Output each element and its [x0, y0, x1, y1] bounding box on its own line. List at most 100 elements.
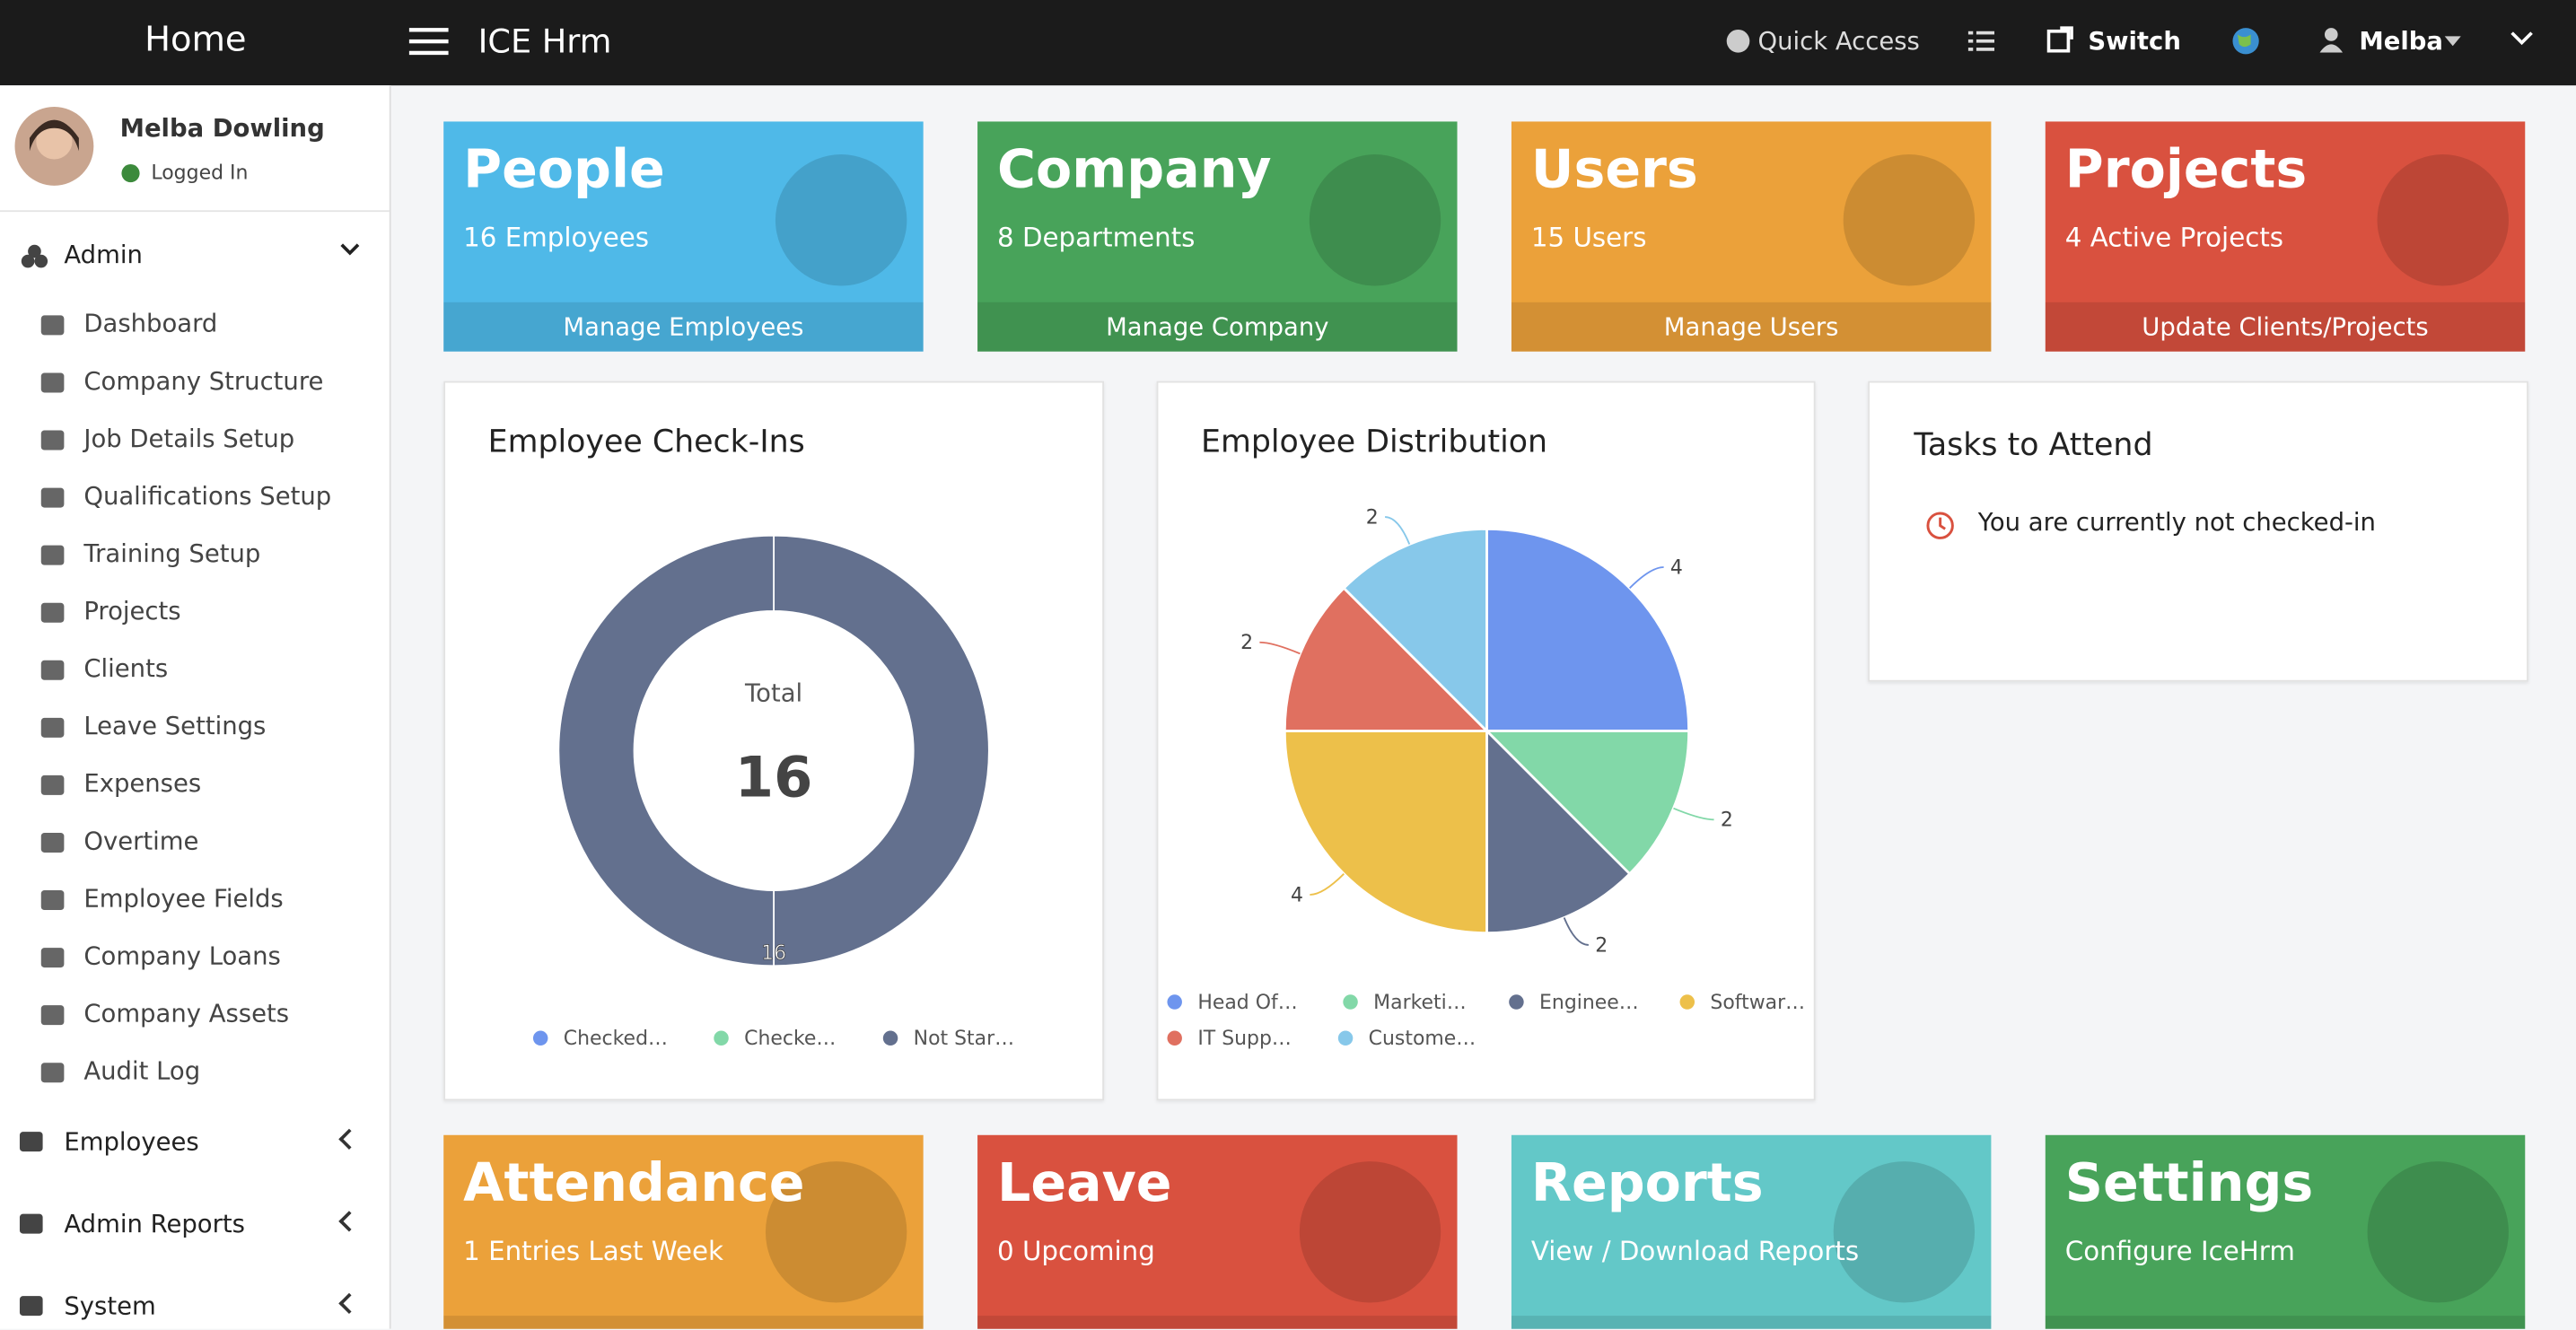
- stat-tile: Leave 0 Upcoming: [977, 1134, 1458, 1329]
- legend-dot: [1509, 994, 1524, 1010]
- section-icon: [19, 1213, 43, 1234]
- tile-icon: [2377, 154, 2509, 286]
- tile-icon: [2367, 1161, 2509, 1303]
- tile-footer: [443, 1316, 924, 1329]
- chevron-left: [338, 1211, 360, 1232]
- divider: [0, 210, 390, 213]
- brand[interactable]: Home: [145, 19, 247, 59]
- pie-slice: [1342, 528, 1488, 734]
- item-icon: [40, 660, 65, 680]
- tile-title: Reports: [1530, 1151, 1764, 1214]
- sidebar: Melba Dowling Logged In Admin Dashboard C…: [0, 85, 391, 1329]
- item-icon: [40, 774, 65, 795]
- item-icon: [40, 372, 65, 393]
- legend-dot: [1343, 994, 1358, 1010]
- globe-icon[interactable]: [2231, 26, 2261, 56]
- user-icon: [2319, 28, 2344, 53]
- tile-title: People: [463, 137, 665, 201]
- sidebar-item[interactable]: Clients: [83, 653, 169, 684]
- tile-title: Users: [1530, 137, 1698, 201]
- leader-line: [1384, 516, 1411, 545]
- tasks-title: Tasks to Attend: [1914, 426, 2153, 464]
- sidebar-item[interactable]: Job Details Setup: [83, 424, 295, 454]
- tile-link[interactable]: Manage Company: [977, 302, 1458, 352]
- tile-footer: [1511, 1316, 1992, 1329]
- legend-dot: [1167, 994, 1182, 1010]
- distribution-chart: Employee Distribution 4 2 2 4 2 2 Head Of… Marke…: [1167, 424, 1805, 1050]
- status-dot: [121, 164, 140, 183]
- legend-dot: [532, 1030, 548, 1046]
- tile-title: Leave: [997, 1151, 1172, 1214]
- leader-line: [1629, 566, 1664, 589]
- legend-label: Enginee…: [1539, 992, 1639, 1014]
- chevron-left: [338, 1292, 360, 1315]
- quick-access[interactable]: Quick Access: [1757, 26, 1920, 57]
- donut-segment: [557, 534, 990, 967]
- admin-section[interactable]: Admin: [64, 240, 143, 270]
- switch[interactable]: Switch: [2088, 26, 2181, 57]
- checkins-chart: Employee Check-Ins0016Total16Checked…Che…: [488, 424, 1014, 1050]
- tile-icon: [1299, 1161, 1441, 1303]
- tile-subtitle: 4 Active Projects: [2064, 222, 2284, 253]
- data-label: 4: [1291, 884, 1303, 906]
- legend-label: IT Supp…: [1197, 1028, 1292, 1050]
- sidebar-item[interactable]: Company Structure: [83, 366, 324, 397]
- tile-title: Projects: [2064, 137, 2308, 201]
- caret: [2444, 36, 2461, 47]
- sidebar-section[interactable]: Admin Reports: [64, 1209, 245, 1239]
- sidebar-item[interactable]: Audit Log: [83, 1055, 201, 1086]
- list-icon[interactable]: [1967, 28, 1995, 54]
- sidebar-item[interactable]: Company Loans: [83, 941, 281, 971]
- leader-line: [1310, 873, 1345, 896]
- app-name: ICE Hrm: [478, 21, 612, 61]
- sidebar-item[interactable]: Leave Settings: [83, 711, 267, 741]
- stat-tile: Reports View / Download Reports: [1511, 1134, 1992, 1329]
- sidebar-item[interactable]: Dashboard: [83, 309, 218, 339]
- pie-slice: [1485, 728, 1632, 935]
- legend-dot: [882, 1030, 898, 1046]
- chevron[interactable]: [2510, 31, 2534, 48]
- compass-icon: [1726, 29, 1750, 53]
- sidebar-item[interactable]: Employee Fields: [83, 883, 284, 914]
- stat-tile: Company 8 Departments Manage Company: [977, 121, 1458, 352]
- data-label: 16: [761, 942, 786, 965]
- data-label: 4: [1670, 556, 1683, 579]
- tile-title: Company: [997, 137, 1272, 201]
- sidebar-item[interactable]: Projects: [83, 596, 181, 626]
- center-total: 16: [735, 745, 813, 810]
- sidebar-item[interactable]: Company Assets: [83, 998, 290, 1028]
- menu-icon[interactable]: [408, 26, 449, 59]
- item-icon: [40, 832, 65, 853]
- user-name: Melba Dowling: [119, 113, 325, 144]
- sidebar-section[interactable]: System: [64, 1291, 156, 1321]
- sidebar-item[interactable]: Training Setup: [83, 538, 261, 569]
- tile-link[interactable]: Manage Users: [1511, 302, 1992, 352]
- legend-label: Head Of…: [1197, 992, 1297, 1014]
- user-menu[interactable]: Melba: [2359, 26, 2443, 57]
- legend-label: Marketi…: [1373, 992, 1467, 1014]
- sidebar-section[interactable]: Employees: [64, 1126, 199, 1157]
- data-label: 2: [1595, 934, 1608, 957]
- tile-icon: [1843, 154, 1976, 286]
- stat-tile: People 16 Employees Manage Employees: [443, 121, 924, 352]
- tile-link[interactable]: Update Clients/Projects: [2045, 302, 2526, 352]
- sidebar-item[interactable]: Qualifications Setup: [83, 481, 332, 512]
- item-icon: [40, 890, 65, 911]
- tile-icon: [765, 1161, 907, 1303]
- tile-icon: [1833, 1161, 1976, 1303]
- pie-slice: [1283, 730, 1488, 935]
- sidebar-item[interactable]: Overtime: [83, 826, 199, 856]
- chart-title: Employee Check-Ins: [488, 424, 805, 459]
- tile-link[interactable]: Manage Employees: [443, 302, 924, 352]
- pie-slice: [1484, 730, 1690, 876]
- item-icon: [40, 545, 65, 565]
- switch-icon: [2046, 26, 2073, 53]
- tile-subtitle: Configure IceHrm: [2064, 1235, 2295, 1267]
- legend-label: Not Star…: [914, 1028, 1014, 1050]
- pie-slice: [1283, 586, 1490, 732]
- item-icon: [40, 430, 65, 451]
- checkins-card: Employee Check-Ins0016Total16Checked…Che…: [443, 381, 1105, 1101]
- sidebar-item[interactable]: Expenses: [83, 768, 202, 799]
- leader-line: [1259, 641, 1301, 655]
- distribution-card: Employee Distribution 4 2 2 4 2 2 Head Of… Marke…: [1156, 381, 1816, 1101]
